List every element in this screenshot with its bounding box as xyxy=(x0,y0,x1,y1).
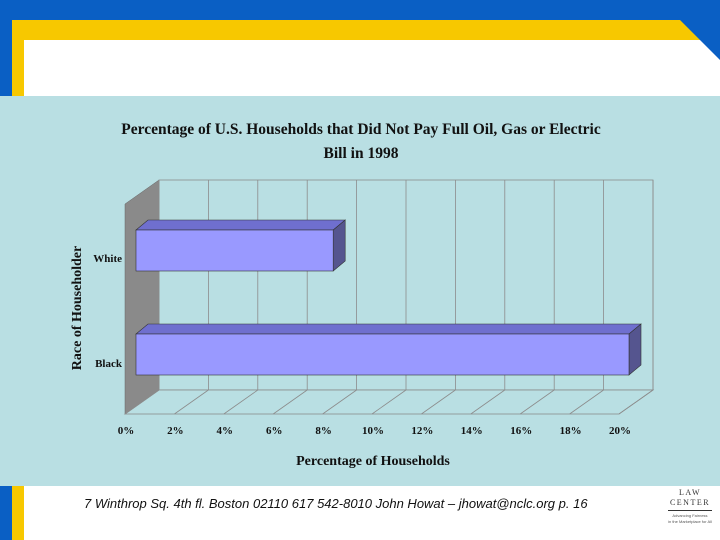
x-tick-labels: 0% 2% 4% 6% 8% 10% 12% 14% 16% 18% 20% xyxy=(118,425,631,437)
x-tick-label: 8% xyxy=(315,425,332,437)
gridline-floor xyxy=(569,389,604,415)
bar-front-face xyxy=(135,229,334,272)
footer-corner-yellow xyxy=(12,486,24,540)
x-tick-label: 2% xyxy=(167,425,184,437)
x-tick-label: 14% xyxy=(461,425,483,437)
footer-contact-text: 7 Winthrop Sq. 4th fl. Boston 02110 617 … xyxy=(84,496,588,511)
gridline-floor xyxy=(174,389,209,415)
bar-top-face xyxy=(135,219,347,231)
logo-tagline-1: Advancing Fairness xyxy=(672,513,708,518)
gridline-floor xyxy=(519,389,555,415)
x-axis-title: Percentage of Households xyxy=(296,454,450,469)
x-tick-label: 0% xyxy=(118,425,135,437)
logo-text-line-2: CENTER xyxy=(669,498,711,507)
chart-left-wall xyxy=(124,179,160,415)
gridline-floor xyxy=(322,389,357,415)
logo-text-line-1: LAW xyxy=(678,488,702,497)
logo-rule xyxy=(668,510,712,511)
slide-corner-decoration xyxy=(680,20,720,60)
gridline-floor xyxy=(124,389,160,415)
gridline-floor xyxy=(421,389,456,415)
chart-bars xyxy=(135,219,642,376)
y-axis-title: Race of Householder xyxy=(70,246,85,370)
gridline-floor xyxy=(272,389,308,415)
y-category-label-black: Black xyxy=(95,358,123,370)
bar-white xyxy=(135,219,347,272)
x-tick-label: 12% xyxy=(411,425,433,437)
bar-chart: Percentage of U.S. Households that Did N… xyxy=(70,121,655,469)
gridline-floor xyxy=(371,389,407,415)
gridline-floor xyxy=(223,389,259,415)
bar-top-face xyxy=(135,323,642,335)
bar-front-face xyxy=(135,333,630,376)
x-tick-label: 4% xyxy=(217,425,234,437)
footer-corner-blue xyxy=(0,486,12,540)
x-tick-label: 16% xyxy=(510,425,532,437)
bar-black xyxy=(135,323,642,376)
chart-title-line-1: Percentage of U.S. Households that Did N… xyxy=(121,121,601,138)
gridline-floor xyxy=(470,389,506,415)
logo-tagline-2: in the Marketplace for All xyxy=(668,519,712,524)
chart-title-line-2: Bill in 1998 xyxy=(324,145,399,162)
law-center-logo: LAW CENTER Advancing Fairness in the Mar… xyxy=(662,488,718,534)
x-tick-label: 6% xyxy=(266,425,283,437)
x-tick-label: 20% xyxy=(609,425,631,437)
x-tick-label: 18% xyxy=(560,425,582,437)
footer-band xyxy=(0,486,720,540)
gridline-floor xyxy=(618,389,654,415)
x-tick-label: 10% xyxy=(362,425,384,437)
y-category-label-white: White xyxy=(93,253,122,265)
